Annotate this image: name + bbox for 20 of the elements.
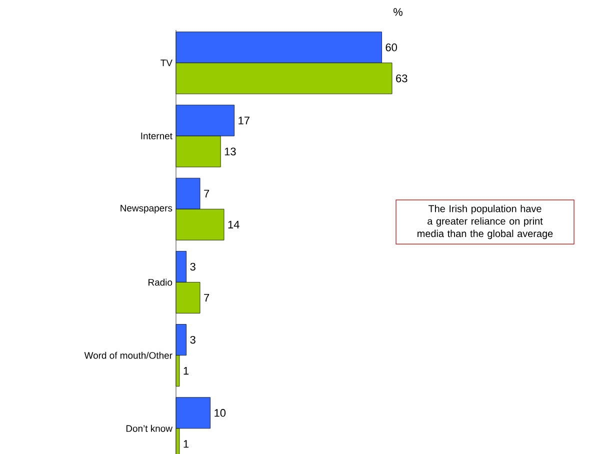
data-label: 7 [204, 294, 210, 302]
y-tick-label: Don’t know [126, 424, 172, 432]
data-label: 14 [228, 220, 240, 228]
data-label: 63 [396, 74, 408, 82]
y-tick-label: Radio [148, 278, 172, 286]
y-tick-label: TV [160, 60, 172, 66]
text: The Irish population have a greater reliance on print media than the global average [418, 204, 553, 240]
data-label: 3 [190, 336, 196, 344]
data-label: 3 [190, 262, 196, 271]
data-label: 1 [184, 440, 189, 448]
y-tick-label: Internet [141, 132, 172, 140]
y-tick-label: Word of mouth/Other [84, 352, 172, 359]
data-label: 1 [184, 367, 189, 375]
y-tick-label: Newspapers [120, 204, 172, 214]
data-label: 7 [204, 190, 210, 198]
data-label: 17 [238, 116, 250, 124]
data-label: 13 [224, 148, 236, 156]
data-label: 60 [386, 44, 397, 52]
data-label: 10 [214, 409, 226, 417]
text: % [394, 8, 402, 16]
